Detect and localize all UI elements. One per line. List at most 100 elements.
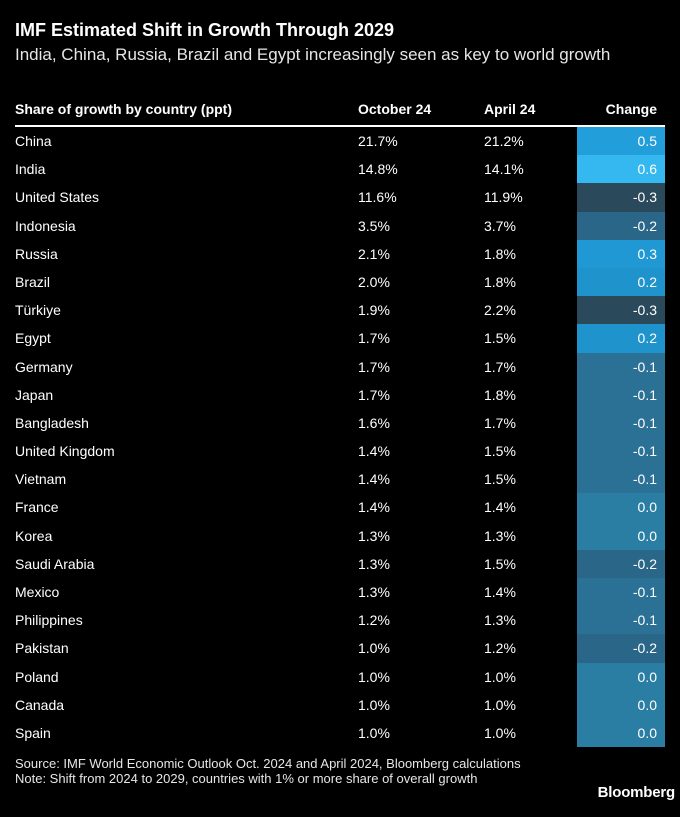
table-row: Vietnam 1.4% 1.5% -0.1 [15, 465, 665, 494]
april-cell: 1.4% [484, 499, 516, 516]
april-cell: 1.5% [484, 555, 516, 572]
october-cell: 1.7% [358, 386, 390, 403]
country-cell: Korea [15, 527, 53, 544]
april-cell: 1.5% [484, 471, 516, 488]
table-header: Share of growth by country (ppt) October… [15, 99, 665, 121]
change-cell: 0.3 [577, 239, 665, 268]
country-cell: Philippines [15, 612, 83, 629]
change-cell: -0.1 [577, 380, 665, 409]
october-cell: 1.0% [358, 640, 390, 657]
change-cell: -0.3 [577, 296, 665, 325]
country-cell: Canada [15, 696, 65, 713]
table-row: Germany 1.7% 1.7% -0.1 [15, 352, 665, 381]
table-row: India 14.8% 14.1% 0.6 [15, 155, 665, 184]
april-cell: 1.0% [484, 696, 516, 713]
table-row: Spain 1.0% 1.0% 0.0 [15, 718, 665, 748]
october-cell: 21.7% [358, 133, 398, 149]
april-cell: 14.1% [484, 161, 524, 178]
october-cell: 1.0% [358, 668, 390, 685]
change-cell: -0.1 [577, 437, 665, 466]
table-row: France 1.4% 1.4% 0.0 [15, 493, 665, 522]
table-body: China 21.7% 21.2% 0.5 India 14.8% 14.1% 0.6 Unit… [15, 127, 665, 748]
april-cell: 1.8% [484, 273, 516, 290]
country-cell: Russia [15, 245, 58, 262]
change-cell: 0.0 [577, 521, 665, 550]
country-cell: France [15, 499, 59, 516]
table-row: Russia 2.1% 1.8% 0.3 [15, 239, 665, 268]
change-cell: -0.1 [577, 578, 665, 607]
country-cell: Vietnam [15, 471, 67, 488]
change-cell: 0.0 [577, 718, 665, 748]
country-cell: India [15, 161, 46, 178]
october-cell: 1.7% [358, 358, 390, 375]
table-row: United Kingdom 1.4% 1.5% -0.1 [15, 437, 665, 466]
april-cell: 1.3% [484, 527, 516, 544]
october-cell: 3.5% [358, 217, 390, 234]
april-cell: 2.2% [484, 302, 516, 319]
change-cell: 0.0 [577, 662, 665, 691]
change-cell: -0.3 [577, 183, 665, 212]
april-cell: 1.8% [484, 245, 516, 262]
october-cell: 1.4% [358, 471, 390, 488]
april-cell: 21.2% [484, 133, 524, 149]
change-cell: -0.1 [577, 465, 665, 494]
country-cell: Indonesia [15, 217, 76, 234]
april-cell: 1.5% [484, 330, 516, 347]
header-rule [15, 125, 665, 127]
change-cell: 0.0 [577, 690, 665, 719]
change-cell: 0.5 [577, 127, 665, 156]
country-cell: Pakistan [15, 640, 69, 657]
table-row: Japan 1.7% 1.8% -0.1 [15, 380, 665, 409]
chart-title: IMF Estimated Shift in Growth Through 20… [15, 20, 395, 40]
header-country: Share of growth by country (ppt) [15, 101, 232, 117]
change-cell: -0.1 [577, 408, 665, 438]
table-row: Türkiye 1.9% 2.2% -0.3 [15, 296, 665, 325]
october-cell: 1.3% [358, 555, 390, 572]
october-cell: 1.0% [358, 724, 390, 741]
country-cell: Spain [15, 724, 51, 741]
october-cell: 2.1% [358, 245, 390, 262]
change-cell: 0.0 [577, 493, 665, 522]
change-cell: -0.2 [577, 211, 665, 240]
april-cell: 1.4% [484, 584, 516, 600]
country-cell: Saudi Arabia [15, 555, 95, 572]
country-cell: Germany [15, 358, 73, 375]
table-row: Bangladesh 1.6% 1.7% -0.1 [15, 408, 665, 438]
table-row: Poland 1.0% 1.0% 0.0 [15, 662, 665, 691]
country-cell: Egypt [15, 330, 51, 347]
april-cell: 3.7% [484, 217, 516, 234]
header-october: October 24 [358, 101, 432, 117]
october-cell: 1.9% [358, 302, 390, 319]
october-cell: 14.8% [358, 161, 398, 178]
change-cell: 0.2 [577, 267, 665, 297]
april-cell: 1.7% [484, 414, 516, 431]
april-cell: 1.3% [484, 612, 516, 629]
change-cell: -0.2 [577, 634, 665, 663]
header-change: Change [605, 101, 657, 117]
april-cell: 1.5% [484, 443, 516, 460]
table-row: Indonesia 3.5% 3.7% -0.2 [15, 211, 665, 240]
table-row: Philippines 1.2% 1.3% -0.1 [15, 606, 665, 635]
change-cell: -0.2 [577, 549, 665, 578]
april-cell: 1.0% [484, 668, 516, 685]
country-cell: Brazil [15, 273, 51, 290]
october-cell: 1.2% [358, 612, 390, 629]
october-cell: 1.7% [358, 330, 390, 347]
country-cell: Poland [15, 668, 59, 685]
october-cell: 1.4% [358, 443, 390, 460]
october-cell: 1.0% [358, 696, 390, 713]
country-cell: China [15, 133, 52, 149]
table-row: China 21.7% 21.2% 0.5 [15, 127, 665, 156]
country-cell: United Kingdom [15, 443, 115, 460]
source-note: Source: IMF World Economic Outlook Oct. … [15, 756, 521, 771]
october-cell: 11.6% [358, 189, 397, 206]
table-row: Saudi Arabia 1.3% 1.5% -0.2 [15, 549, 665, 578]
table-row: Egypt 1.7% 1.5% 0.2 [15, 324, 665, 353]
country-cell: Mexico [15, 584, 60, 600]
table-row: Pakistan 1.0% 1.2% -0.2 [15, 634, 665, 663]
april-cell: 1.8% [484, 386, 516, 403]
table-row: United States 11.6% 11.9% -0.3 [15, 183, 665, 212]
footnote: Note: Shift from 2024 to 2029, countries… [15, 770, 478, 786]
chart-subtitle: India, China, Russia, Brazil and Egypt i… [15, 45, 611, 64]
october-cell: 1.6% [358, 414, 390, 431]
